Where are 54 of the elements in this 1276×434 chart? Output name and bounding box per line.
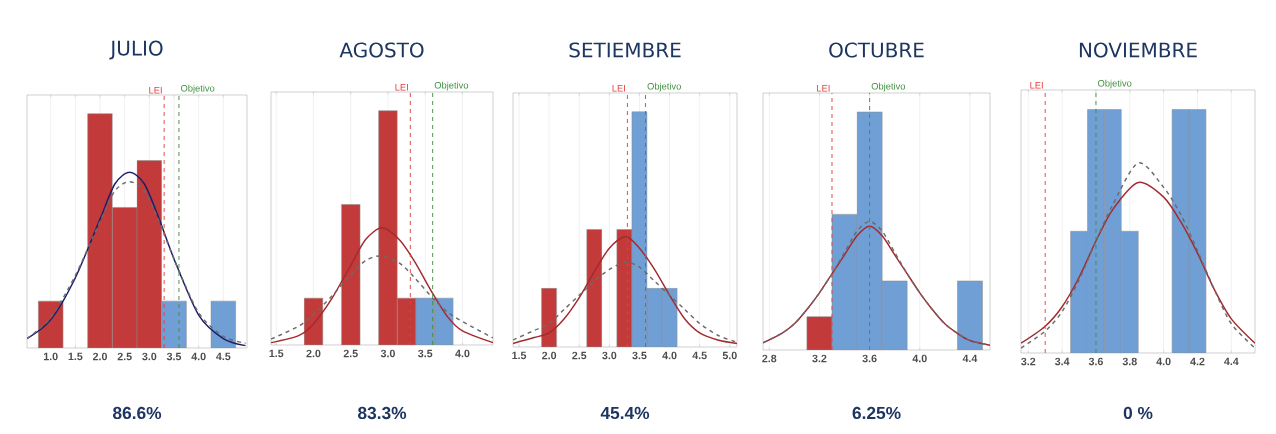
chart-title: SETIEMBRE bbox=[569, 42, 681, 58]
x-tick-label: 3.5 bbox=[166, 352, 182, 361]
x-tick-label: 3.5 bbox=[418, 349, 433, 358]
x-tick-label: 2.8 bbox=[762, 354, 777, 363]
chart-title: NOVIEMBRE bbox=[1079, 42, 1197, 58]
x-tick-label: 2.5 bbox=[343, 349, 358, 358]
x-tick-label: 3.2 bbox=[812, 354, 827, 363]
x-tick-label: 4.0 bbox=[455, 349, 470, 358]
x-tick-label: 2.0 bbox=[542, 351, 557, 360]
x-tick-label: 4.5 bbox=[692, 351, 707, 360]
x-tick-label: 4.4 bbox=[1224, 357, 1239, 366]
ref-line-label: Objetivo bbox=[647, 82, 681, 92]
ref-line-label: LEI bbox=[395, 83, 408, 91]
x-tick-label: 4.0 bbox=[912, 354, 927, 363]
x-tick-label: 2.5 bbox=[572, 351, 587, 360]
x-tick-label: 4.4 bbox=[962, 354, 978, 363]
x-tick-label: 5.0 bbox=[722, 351, 737, 360]
ref-line-label: LEI bbox=[1030, 81, 1043, 89]
x-tick-label: 3.6 bbox=[862, 354, 877, 363]
text: 0 % bbox=[1123, 406, 1153, 420]
x-tick-label: 3.4 bbox=[1054, 357, 1070, 366]
x-tick-label: 1.5 bbox=[269, 349, 284, 358]
ref-line-label: LEI bbox=[149, 86, 162, 94]
x-tick-label: 4.2 bbox=[1190, 357, 1205, 366]
x-tick-label: 1.5 bbox=[68, 352, 83, 361]
x-tick-label: 3.0 bbox=[380, 349, 395, 358]
chart-title: AGOSTO bbox=[339, 42, 424, 58]
x-tick-label: 2.0 bbox=[92, 352, 107, 361]
ref-line-label: Objetivo bbox=[1098, 79, 1132, 89]
x-tick-label: 1.5 bbox=[512, 351, 527, 360]
text: 45.4% bbox=[600, 406, 650, 420]
x-tick-label: 4.0 bbox=[191, 352, 206, 361]
x-tick-label: 3.0 bbox=[602, 351, 617, 360]
ref-line-label: Objetivo bbox=[434, 81, 469, 91]
chart-title: JULIO bbox=[109, 40, 163, 60]
x-tick-label: 2.0 bbox=[306, 349, 321, 358]
chart-title: OCTUBRE bbox=[829, 42, 924, 58]
ref-line-label: LEI bbox=[612, 84, 625, 92]
text: 83.3% bbox=[357, 406, 407, 420]
x-tick-label: 3.2 bbox=[1021, 357, 1036, 366]
ref-line-label: Objetivo bbox=[871, 82, 906, 92]
ref-line-label: LEI bbox=[817, 84, 830, 92]
x-tick-label: 1.0 bbox=[43, 352, 58, 361]
x-tick-label: 3.5 bbox=[632, 351, 647, 360]
ref-line-label: Objetivo bbox=[180, 84, 215, 94]
x-tick-label: 2.5 bbox=[117, 352, 132, 361]
x-tick-label: 3.8 bbox=[1122, 357, 1137, 366]
x-tick-label: 4.5 bbox=[216, 352, 231, 361]
text: 6.25% bbox=[852, 406, 901, 420]
text: 86.6% bbox=[112, 406, 162, 420]
x-tick-label: 3.6 bbox=[1088, 357, 1103, 366]
x-tick-label: 4.0 bbox=[662, 351, 677, 360]
x-tick-label: 4.0 bbox=[1156, 357, 1171, 366]
x-tick-label: 3.0 bbox=[142, 352, 157, 361]
